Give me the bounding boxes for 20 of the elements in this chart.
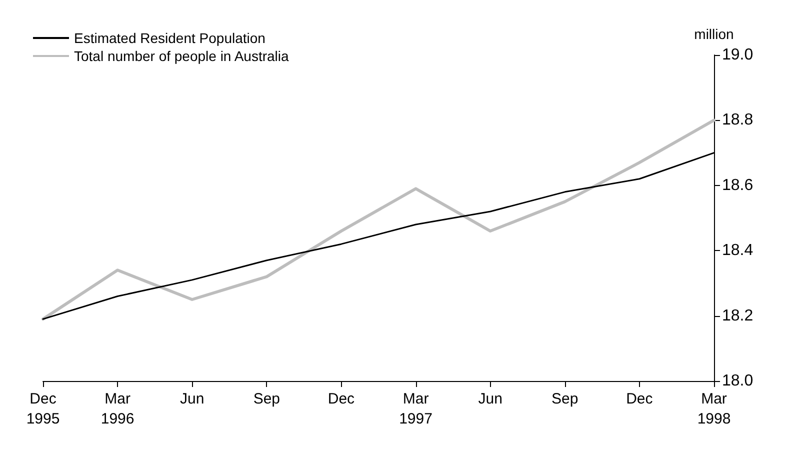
x-tick-label: Mar 1998 [697, 390, 731, 428]
y-tick-label: 18.0 [722, 372, 754, 390]
x-tick-label: Dec [626, 390, 654, 408]
x-tick-label: Jun [180, 390, 204, 408]
x-tick-label: Dec [328, 390, 356, 408]
legend-label: Total number of people in Australia [74, 48, 290, 64]
y-tick-label: 18.2 [722, 307, 754, 324]
legend-label: Estimated Resident Population [74, 30, 266, 46]
y-tick-label: 18.8 [722, 112, 754, 129]
x-tick-label: Jun [478, 390, 502, 408]
x-tick-label: Mar 1996 [100, 390, 134, 428]
y-tick-label: 19.0 [722, 46, 754, 64]
x-tick-label: Sep [253, 390, 280, 408]
y-tick-label: 18.4 [722, 242, 754, 260]
x-tick-label: Sep [552, 390, 578, 408]
y-tick-label: 18.6 [722, 176, 754, 194]
line-series [42, 118, 716, 321]
y-axis-title: million [694, 26, 734, 42]
x-tick-label: Dec 1995 [26, 390, 60, 428]
x-tick-label: Mar 1997 [399, 390, 432, 428]
